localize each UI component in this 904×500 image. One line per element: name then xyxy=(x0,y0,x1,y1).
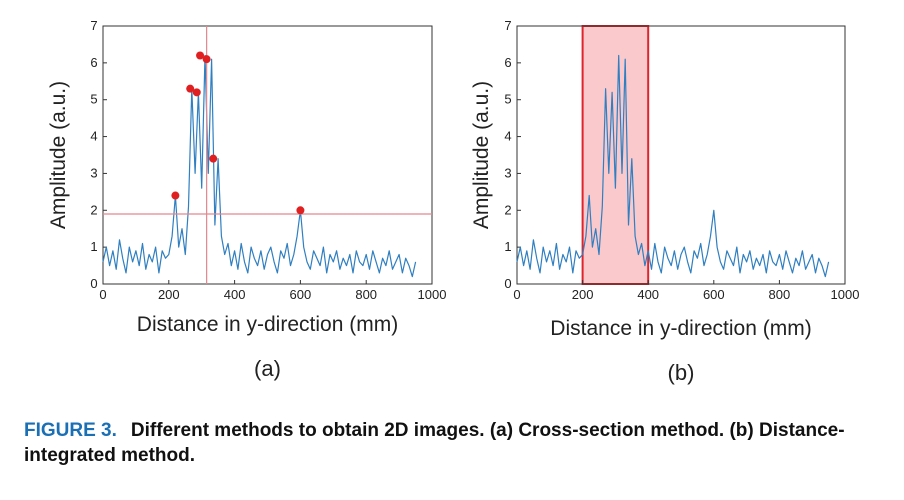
x-tick-label: 200 xyxy=(158,287,180,302)
panel-label: (a) xyxy=(254,356,281,381)
x-tick-label: 400 xyxy=(637,287,659,302)
x-tick-label: 800 xyxy=(355,287,377,302)
x-axis-label: Distance in y-direction (mm) xyxy=(137,313,398,336)
y-tick-label: 6 xyxy=(504,55,511,70)
figure-caption: FIGURE 3. Different methods to obtain 2D … xyxy=(24,418,884,468)
y-tick-label: 7 xyxy=(90,18,97,33)
y-tick-label: 2 xyxy=(504,202,511,217)
x-tick-label: 1000 xyxy=(831,287,860,302)
peak-marker xyxy=(209,154,218,163)
series-line xyxy=(516,54,830,278)
y-tick-label: 3 xyxy=(504,165,511,180)
y-tick-label: 4 xyxy=(504,129,511,144)
y-tick-label: 0 xyxy=(504,276,511,291)
y-tick-label: 3 xyxy=(90,165,97,180)
chart-panel-b: 0 200 400 600 800 1000 0 1 2 3 4 5 6 7 Distance in y-d… xyxy=(470,18,859,385)
plot-frame xyxy=(102,25,433,285)
x-axis-label: Distance in y-direction (mm) xyxy=(550,317,811,340)
y-tick-label: 4 xyxy=(90,129,97,144)
x-tick-label: 600 xyxy=(290,287,312,302)
peak-marker xyxy=(186,84,195,93)
y-tick-label: 7 xyxy=(504,18,511,33)
panel-label: (b) xyxy=(668,360,695,385)
caption-label: FIGURE 3. xyxy=(24,420,117,441)
peak-marker xyxy=(192,88,201,97)
caption-text: Different methods to obtain 2D images. (… xyxy=(24,420,845,466)
y-axis-label: Amplitude (a.u.) xyxy=(47,81,70,229)
y-axis-label: Amplitude (a.u.) xyxy=(470,81,493,229)
y-tick-label: 1 xyxy=(90,239,97,254)
y-tick-label: 5 xyxy=(90,92,97,107)
x-tick-label: 0 xyxy=(99,287,106,302)
series-line xyxy=(102,54,417,278)
x-tick-label: 600 xyxy=(703,287,725,302)
peak-marker xyxy=(202,55,211,64)
x-tick-label: 400 xyxy=(224,287,246,302)
y-tick-label: 0 xyxy=(90,276,97,291)
y-tick-label: 2 xyxy=(90,202,97,217)
x-tick-label: 0 xyxy=(513,287,520,302)
peak-marker xyxy=(171,191,180,200)
peak-marker xyxy=(296,206,305,215)
y-tick-label: 6 xyxy=(90,55,97,70)
chart-panel-a: 0 200 400 600 800 1000 0 1 2 3 4 5 6 7 Distance in y-d… xyxy=(47,18,446,381)
x-tick-label: 200 xyxy=(572,287,594,302)
y-tick-label: 5 xyxy=(504,92,511,107)
plot-frame xyxy=(516,25,846,285)
y-tick-label: 1 xyxy=(504,239,511,254)
x-tick-label: 800 xyxy=(769,287,791,302)
x-tick-label: 1000 xyxy=(418,287,447,302)
peak-marker xyxy=(196,51,205,60)
